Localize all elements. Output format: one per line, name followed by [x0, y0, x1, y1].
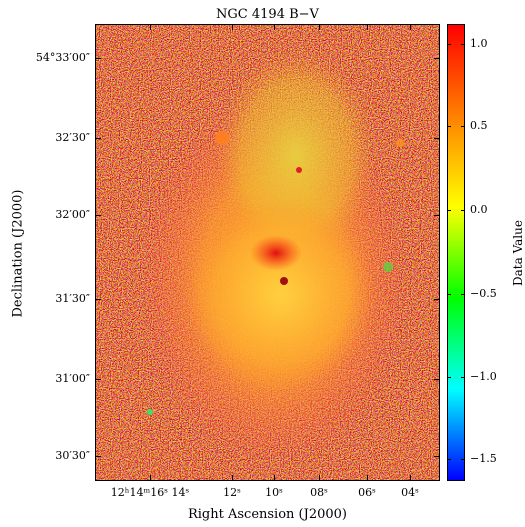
axis-tick-mark: [95, 299, 101, 300]
colorbar-tick-label: −1.0: [470, 370, 497, 383]
axis-tick-mark: [434, 299, 440, 300]
y-tick-label: 32′30″: [55, 131, 90, 144]
axis-tick-mark: [447, 377, 451, 378]
x-tick-label: 12ʰ14ᵐ16ˢ 14ˢ: [110, 486, 190, 499]
axis-tick-mark: [95, 215, 101, 216]
axis-tick-mark: [447, 210, 451, 211]
axis-tick-mark: [461, 459, 465, 460]
y-tick-label: 31′30″: [55, 292, 90, 305]
axis-tick-mark: [274, 24, 275, 30]
axis-tick-mark: [319, 24, 320, 30]
axis-tick-mark: [232, 24, 233, 30]
axis-tick-mark: [434, 138, 440, 139]
colorbar-tick-label: 0.5: [470, 119, 488, 132]
axis-tick-mark: [461, 126, 465, 127]
axis-tick-mark: [434, 379, 440, 380]
y-tick-label: 31′00″: [55, 372, 90, 385]
axis-tick-mark: [410, 24, 411, 30]
axis-tick-mark: [447, 126, 451, 127]
x-tick-label: 08ˢ: [310, 486, 328, 499]
y-axis-label: Declination (J2000): [10, 189, 26, 318]
axis-tick-mark: [447, 459, 451, 460]
image-title: NGC 4194 B−V: [216, 7, 319, 22]
axis-tick-mark: [434, 456, 440, 457]
x-tick-label: 04ˢ: [401, 486, 419, 499]
axis-tick-mark: [447, 44, 451, 45]
y-tick-label: 54°33′00″: [35, 51, 90, 64]
axis-tick-mark: [95, 379, 101, 380]
colorbar-tick-label: −0.5: [470, 287, 497, 300]
colorbar: [447, 24, 465, 481]
colorbar-title: Data Value: [511, 220, 525, 286]
axis-tick-mark: [150, 24, 151, 30]
colorbar-tick-label: 0.0: [470, 203, 488, 216]
axis-tick-mark: [232, 475, 233, 481]
axis-tick-mark: [274, 475, 275, 481]
axis-tick-mark: [461, 44, 465, 45]
axis-tick-mark: [434, 58, 440, 59]
axis-tick-mark: [95, 138, 101, 139]
x-tick-label: 10ˢ: [265, 486, 283, 499]
axis-tick-mark: [410, 475, 411, 481]
axis-tick-mark: [367, 475, 368, 481]
axis-tick-mark: [95, 58, 101, 59]
axis-tick-mark: [434, 215, 440, 216]
axis-tick-mark: [461, 294, 465, 295]
y-tick-label: 30′30″: [55, 449, 90, 462]
axis-tick-mark: [319, 475, 320, 481]
x-tick-label: 12ˢ: [223, 486, 241, 499]
colorbar-tick-label: −1.5: [470, 452, 497, 465]
axis-tick-mark: [447, 294, 451, 295]
colorbar-tick-label: 1.0: [470, 37, 488, 50]
axis-tick-mark: [95, 456, 101, 457]
axis-tick-mark: [367, 24, 368, 30]
axis-tick-mark: [461, 210, 465, 211]
x-axis-label: Right Ascension (J2000): [187, 507, 347, 522]
y-tick-label: 32′00″: [55, 208, 90, 221]
galaxy-image: [95, 24, 440, 481]
x-tick-label: 06ˢ: [358, 486, 376, 499]
axis-tick-mark: [461, 377, 465, 378]
axis-tick-mark: [150, 475, 151, 481]
